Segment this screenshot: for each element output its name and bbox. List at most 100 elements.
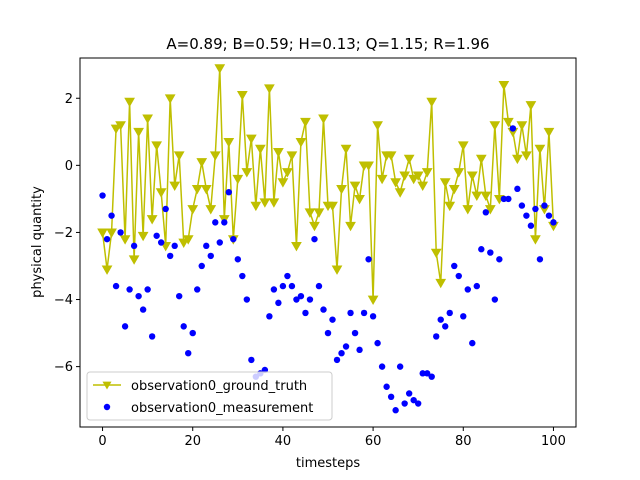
measurement-point <box>536 256 544 263</box>
legend-triangle-swatch <box>102 381 112 390</box>
measurement-point <box>189 329 196 337</box>
ground-truth-point <box>268 198 280 208</box>
measurement-point <box>293 296 300 303</box>
measurement-point <box>396 363 404 370</box>
measurement-point <box>194 286 201 293</box>
ground-truth-point <box>128 255 140 265</box>
ground-truth-point <box>448 184 460 195</box>
measurement-point <box>162 205 169 213</box>
ground-truth-point <box>182 235 194 245</box>
measurement-point <box>360 309 368 317</box>
measurement-point <box>541 202 548 209</box>
measurement-point <box>405 390 413 397</box>
ground-truth-point <box>421 168 433 178</box>
ground-truth-point <box>106 228 117 238</box>
measurement-point <box>135 292 142 300</box>
ground-truth-point <box>399 171 411 181</box>
y-tick-label: −4 <box>54 293 73 308</box>
measurement-point <box>347 309 354 317</box>
ground-truth-point <box>304 208 316 218</box>
measurement-point <box>545 212 553 219</box>
ground-truth-point <box>430 248 442 259</box>
ground-truth-point <box>133 127 144 138</box>
ground-truth-point <box>151 141 163 151</box>
ground-truth-point <box>512 154 523 165</box>
measurement-point <box>320 306 327 313</box>
ground-truth-point <box>164 94 176 104</box>
measurement-point <box>505 195 512 203</box>
measurement-point <box>270 286 278 293</box>
measurement-point <box>342 343 350 350</box>
measurement-point <box>212 219 219 226</box>
x-tick-label: 0 <box>98 434 106 449</box>
x-tick-label: 60 <box>365 434 382 449</box>
legend-label-ground-truth: observation0_ground_truth <box>131 379 307 394</box>
y-tick-label: 0 <box>65 159 73 174</box>
measurement-point <box>410 396 417 404</box>
measurement-point <box>225 188 232 196</box>
ground-truth-point <box>155 188 167 198</box>
measurement-point <box>442 323 449 330</box>
ground-truth-point <box>209 151 221 161</box>
measurement-point <box>333 356 341 364</box>
measurement-point <box>523 212 530 219</box>
measurement-point <box>279 282 287 290</box>
x-axis-label: timesteps <box>296 456 360 471</box>
ground-truth-point <box>498 80 510 91</box>
ground-truth-point <box>403 154 415 165</box>
y-tick-label: 2 <box>65 92 73 107</box>
ground-truth-point <box>236 91 248 101</box>
ground-truth-point <box>169 181 181 191</box>
ground-truth-point <box>205 205 217 215</box>
y-tick-label: −2 <box>54 226 73 241</box>
ground-truth-point <box>178 238 190 249</box>
legend: observation0_ground_truth observation0_me… <box>86 371 333 421</box>
measurement-point <box>185 350 192 357</box>
measurement-point <box>509 125 517 132</box>
measurement-point <box>284 272 291 280</box>
measurement-point <box>428 373 435 380</box>
measurement-point <box>500 195 508 203</box>
ground-truth-point <box>345 221 356 232</box>
measurement-point <box>176 292 183 300</box>
measurement-point <box>437 316 444 323</box>
ground-truth-point <box>385 151 397 161</box>
axis-ticks: 0 20 40 60 80 100 −6 −4 −2 0 2 <box>54 92 566 449</box>
ground-truth-point <box>340 144 352 155</box>
measurement-point <box>99 192 106 199</box>
measurement-point <box>451 262 458 270</box>
ground-truth-point <box>97 228 108 238</box>
ground-truth-point <box>295 137 307 148</box>
measurement-point <box>419 370 426 377</box>
measurement-point <box>518 202 526 209</box>
measurement-point <box>356 346 363 354</box>
measurement-point <box>433 333 440 340</box>
ground-truth-point <box>372 121 383 131</box>
ground-truth-point <box>534 144 546 155</box>
x-tick-label: 100 <box>541 434 566 449</box>
measurement-point <box>414 400 422 407</box>
ground-truth-point <box>146 215 158 225</box>
measurement-point <box>387 393 395 401</box>
measurement-point <box>487 249 494 256</box>
legend-label-measurement: observation0_measurement <box>131 401 313 416</box>
ground-truth-point <box>173 151 185 161</box>
ground-truth-point <box>124 97 135 108</box>
measurement-point <box>139 306 147 313</box>
measurement-point <box>275 299 282 307</box>
measurement-point <box>103 235 111 243</box>
measurement-point <box>157 239 165 246</box>
measurement-point <box>221 219 228 226</box>
ground-truth-point <box>273 148 284 158</box>
measurement-point <box>424 370 431 377</box>
measurement-point <box>266 313 273 320</box>
measurement-point <box>329 316 336 323</box>
ground-truth-point <box>475 154 487 165</box>
measurement-point <box>460 313 467 320</box>
ground-truth-point <box>426 97 438 108</box>
measurement-point <box>401 400 408 407</box>
measurement-point <box>144 286 151 293</box>
legend-circle-swatch <box>103 403 111 411</box>
ground-truth-point <box>457 141 469 151</box>
